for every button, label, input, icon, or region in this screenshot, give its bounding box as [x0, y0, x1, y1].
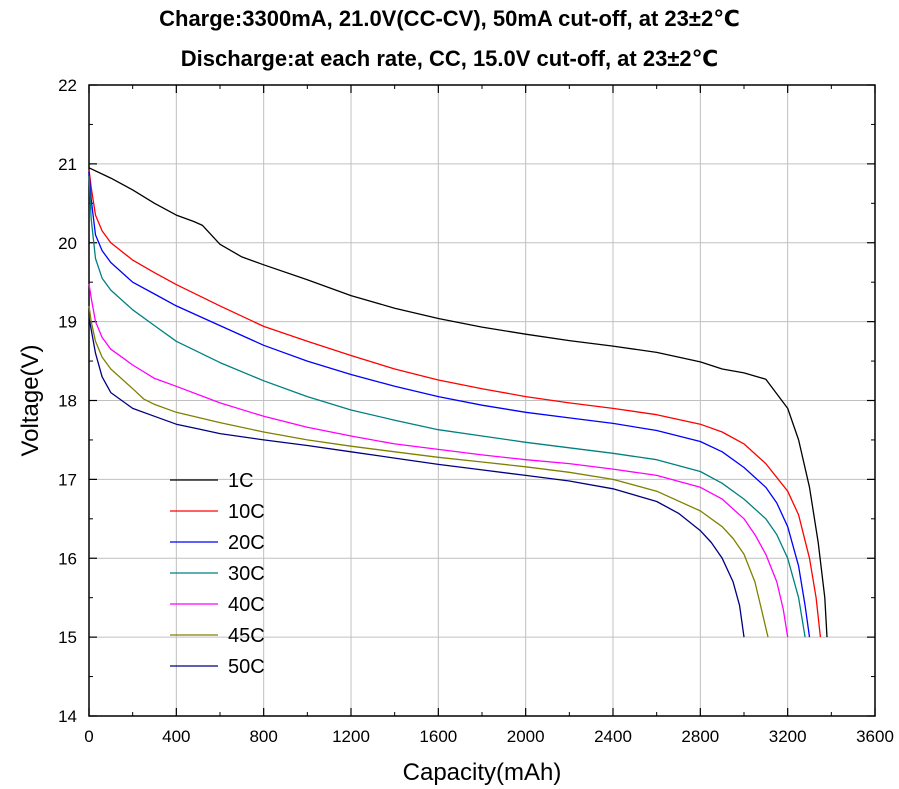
series-line-20c — [88, 171, 811, 638]
legend-label-20c: 20C — [228, 532, 265, 554]
y-tick-label: 16 — [58, 549, 77, 568]
y-tick-label: 14 — [58, 707, 77, 726]
x-tick-label: 0 — [84, 727, 93, 746]
x-tick-label: 2800 — [681, 727, 719, 746]
x-axis-title: Capacity(mAh) — [403, 759, 562, 786]
series-line-10c — [88, 169, 822, 638]
y-axis-title: Voltage(V) — [17, 344, 44, 456]
y-tick-label: 20 — [58, 234, 77, 253]
x-tick-label: 800 — [249, 727, 277, 746]
chart-subtitle: Discharge:at each rate, CC, 15.0V cut-of… — [180, 46, 719, 71]
x-tick-label: 1200 — [332, 727, 370, 746]
series-line-45c — [88, 305, 769, 638]
legend-label-1c: 1C — [228, 470, 254, 492]
series-line-40c — [88, 283, 789, 638]
x-tick-label: 2400 — [594, 727, 632, 746]
series-line-30c — [88, 175, 806, 638]
x-tick-label: 3200 — [769, 727, 807, 746]
x-tick-label: 1600 — [419, 727, 457, 746]
y-tick-label: 18 — [58, 392, 77, 411]
x-tick-label: 3600 — [856, 727, 894, 746]
series-line-1c — [88, 167, 828, 638]
x-tick-label: 400 — [162, 727, 190, 746]
y-tick-label: 22 — [58, 76, 77, 95]
legend-label-30c: 30C — [228, 563, 265, 585]
x-tick-label: 2000 — [507, 727, 545, 746]
y-tick-label: 15 — [58, 628, 77, 647]
legend-label-45c: 45C — [228, 625, 265, 647]
series-line-50c — [88, 317, 745, 638]
legend-label-50c: 50C — [228, 656, 265, 678]
y-tick-label: 19 — [58, 313, 77, 332]
y-tick-label: 21 — [58, 155, 77, 174]
chart-title: Charge:3300mA, 21.0V(CC-CV), 50mA cut-of… — [159, 6, 740, 31]
legend-label-40c: 40C — [228, 594, 265, 616]
y-tick-label: 17 — [58, 470, 77, 489]
legend-label-10c: 10C — [228, 501, 265, 523]
